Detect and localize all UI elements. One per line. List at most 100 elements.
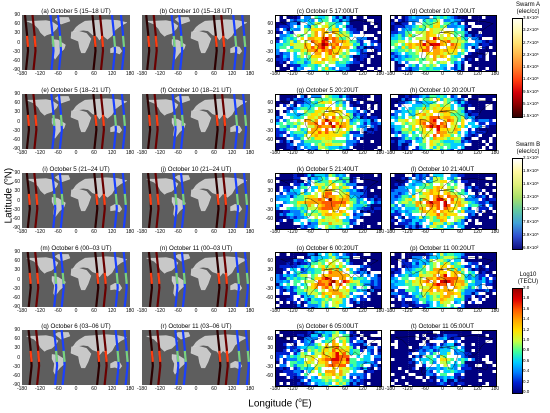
- tec-cell: [485, 46, 489, 49]
- tec-cell: [475, 52, 479, 55]
- tec-cell: [419, 195, 423, 198]
- tec-cell: [311, 352, 315, 355]
- tec-cell: [374, 183, 378, 186]
- tec-cell: [408, 271, 412, 274]
- tec-cell: [419, 40, 423, 43]
- tec-cell: [489, 222, 493, 225]
- tec-cell: [335, 352, 339, 355]
- tec-cell: [405, 49, 409, 52]
- tec-cell: [394, 331, 398, 334]
- tec-cell: [422, 19, 426, 22]
- tec-cell: [394, 298, 398, 301]
- coastline: [440, 257, 494, 279]
- tec-cell: [464, 207, 468, 210]
- tec-cell: [279, 131, 283, 134]
- tec-cell: [461, 307, 465, 308]
- tec-cell: [436, 116, 440, 119]
- tec-cell: [422, 289, 426, 292]
- tec-cell: [443, 204, 447, 207]
- tec-cell: [377, 367, 381, 370]
- tec-cell: [356, 268, 360, 271]
- tec-cell: [468, 259, 472, 262]
- tec-cell: [297, 334, 301, 337]
- tec-cell: [436, 110, 440, 113]
- tec-cell: [349, 268, 353, 271]
- tec-cell: [353, 64, 357, 67]
- tec-cell: [398, 256, 402, 259]
- tec-cell: [342, 189, 346, 192]
- tec-cell: [304, 216, 308, 219]
- tec-cell: [297, 195, 301, 198]
- tec-cell: [325, 25, 329, 28]
- tec-cell: [349, 31, 353, 34]
- tec-cell: [276, 228, 280, 229]
- tec-cell: [304, 385, 308, 386]
- longitude-tick-label: 180: [245, 386, 255, 392]
- tec-cell: [412, 343, 416, 346]
- tec-cell: [360, 195, 364, 198]
- tec-cell: [492, 177, 496, 180]
- tec-cell: [478, 58, 482, 61]
- tec-cell: [478, 55, 482, 58]
- tec-cell: [394, 64, 398, 67]
- tec-cell: [293, 204, 297, 207]
- latitude-tick-label: 30: [267, 345, 273, 352]
- tec-cell: [405, 177, 409, 180]
- tec-cell: [356, 228, 360, 229]
- tec-cell: [283, 95, 287, 98]
- tec-cell: [457, 286, 461, 289]
- tec-cell: [335, 180, 339, 183]
- tec-cell: [412, 204, 416, 207]
- tec-cell: [391, 216, 395, 219]
- tec-cell: [377, 280, 381, 283]
- tec-cell: [440, 210, 444, 213]
- tec-cell: [283, 358, 287, 361]
- tec-cell: [447, 40, 451, 43]
- tec-cell: [415, 283, 419, 286]
- tec-cell: [325, 64, 329, 67]
- tec-cell: [492, 22, 496, 25]
- tec-cell: [398, 334, 402, 337]
- tec-cell: [394, 34, 398, 37]
- tec-map-svg: [391, 331, 496, 386]
- tec-cell: [429, 307, 433, 308]
- tec-cell: [297, 98, 301, 101]
- tec-cell: [454, 34, 458, 37]
- tec-cell: [436, 286, 440, 289]
- tec-cell: [426, 134, 430, 137]
- tec-cell: [394, 277, 398, 280]
- longitude-tick-label: 0: [326, 229, 329, 235]
- tec-cell: [286, 379, 290, 382]
- tec-cell: [321, 177, 325, 180]
- tec-cell: [422, 216, 426, 219]
- tec-cell: [401, 140, 405, 143]
- tec-cell: [335, 271, 339, 274]
- tec-cell: [485, 346, 489, 349]
- tec-cell: [447, 331, 451, 334]
- tec-cell: [339, 298, 343, 301]
- tec-cell: [450, 67, 454, 70]
- tec-cell: [283, 280, 287, 283]
- tec-cell: [454, 216, 458, 219]
- tec-cell: [346, 34, 350, 37]
- tec-cell: [286, 101, 290, 104]
- tec-cell: [290, 37, 294, 40]
- coastline: [325, 178, 379, 200]
- tec-map-panel: [390, 94, 497, 151]
- tec-cell: [405, 98, 409, 101]
- latitude-tick-label: 0: [270, 197, 273, 204]
- tec-cell: [412, 107, 416, 110]
- tec-cell: [276, 37, 280, 40]
- tec-cell: [443, 228, 447, 229]
- tec-cell: [440, 271, 444, 274]
- tec-cell: [436, 277, 440, 280]
- tec-cell: [482, 110, 486, 113]
- tec-cell: [440, 37, 444, 40]
- tec-cell: [482, 113, 486, 116]
- tec-cell: [377, 216, 381, 219]
- tec-cell: [471, 146, 475, 149]
- tec-cell: [454, 140, 458, 143]
- tec-cell: [370, 292, 374, 295]
- tec-cell: [300, 128, 304, 131]
- tec-cell: [342, 43, 346, 46]
